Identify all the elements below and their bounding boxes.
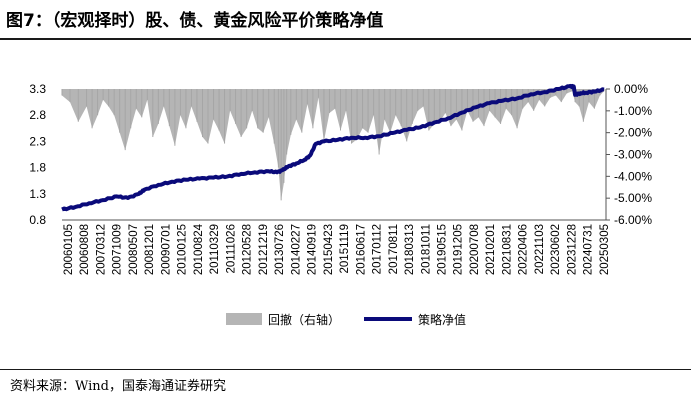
left-axis-tick-label: 2.8 — [29, 108, 46, 122]
figure-title: 图7：（宏观择时）股、债、黄金风险平价策略净值 — [6, 11, 384, 31]
drawdown-area-layer — [61, 89, 605, 201]
x-axis-tick-label: 20070312 — [95, 224, 107, 275]
nav-drawdown-chart: 0.8 1.3 1.8 2.3 2.8 3.3 0.00% -1.00% -2.00% -3.00… — [29, 82, 652, 327]
left-axis-tick-label: 3.3 — [29, 82, 46, 96]
x-axis-tick-label: 20170112 — [372, 224, 384, 274]
right-axis-tick-label: -2.00% — [614, 126, 652, 140]
legend-swatch-drawdown — [226, 313, 262, 325]
x-axis-tick-label: 20160617 — [355, 224, 367, 275]
x-axis-tick-label: 20121219 — [258, 224, 270, 275]
left-axis-tick-label: 2.3 — [29, 134, 46, 148]
right-axis-tick-label: -6.00% — [614, 213, 652, 227]
x-axis-tick-label: 20190515 — [436, 224, 448, 275]
axes-layer: 0.8 1.3 1.8 2.3 2.8 3.3 0.00% -1.00% -2.00% -3.00… — [29, 82, 652, 275]
legend-label-nav: 策略净值 — [418, 312, 466, 327]
source-divider — [0, 369, 691, 370]
x-axis-tick-label: 20210201 — [485, 224, 497, 275]
left-axis-tick-label: 0.8 — [29, 213, 46, 227]
x-axis-tick-label: 20151119 — [339, 224, 351, 273]
left-axis-tick-label: 1.8 — [29, 161, 46, 175]
x-axis-tick-label: 20191205 — [453, 224, 465, 275]
x-axis-tick-label: 20231228 — [566, 224, 578, 275]
x-axis-tick-label: 20150423 — [323, 224, 335, 275]
right-axis-tick-label: -4.00% — [614, 169, 652, 183]
x-axis-tick-label: 20220406 — [518, 224, 530, 275]
x-axis-tick-label: 20140919 — [307, 224, 319, 275]
x-axis-tick-label: 20130726 — [274, 224, 286, 275]
x-axis-tick-label: 20230602 — [550, 224, 562, 275]
x-axis-tick-label: 20111026 — [225, 224, 237, 273]
chart-legend: 回撤（右轴） 策略净值 — [226, 312, 466, 327]
right-axis-tick-label: -5.00% — [614, 191, 652, 205]
x-axis-tick-label: 20100824 — [193, 223, 205, 275]
x-axis-tick-label: 20240731 — [583, 224, 595, 275]
x-axis-tick-label: 20170811 — [388, 224, 400, 274]
x-axis-tick-label: 20071009 — [112, 224, 124, 275]
x-axis-tick-label: 20090701 — [160, 224, 172, 275]
left-axis-tick-label: 1.3 — [29, 187, 46, 201]
x-axis-tick-label: 20060808 — [79, 224, 91, 275]
x-axis-tick-label: 20110329 — [209, 224, 221, 274]
right-axis-tick-label: -3.00% — [614, 148, 652, 162]
x-axis-tick-label: 20080507 — [128, 224, 140, 275]
x-axis-tick-label: 20180313 — [404, 224, 416, 275]
x-axis-tick-label: 20100125 — [177, 224, 189, 275]
source-note: 资料来源：Wind，国泰海通证券研究 — [10, 379, 226, 394]
title-divider — [0, 38, 691, 40]
x-axis-tick-label: 20250305 — [599, 224, 611, 275]
nav-line — [61, 83, 605, 212]
x-axis-tick-label: 20221103 — [534, 224, 546, 274]
x-axis-tick-label: 20081201 — [144, 224, 156, 275]
drawdown-area — [62, 89, 605, 201]
legend-label-drawdown: 回撤（右轴） — [268, 312, 340, 327]
right-axis-tick-label: 0.00% — [614, 82, 648, 96]
x-axis-tick-label: 20200708 — [469, 224, 481, 275]
nav-line-layer — [61, 83, 605, 212]
x-axis-tick-label: 20210831 — [501, 224, 513, 275]
x-axis-tick-label: 20060105 — [63, 224, 75, 275]
chart-container: 0.8 1.3 1.8 2.3 2.8 3.3 0.00% -1.00% -2.00% -3.00… — [0, 40, 691, 370]
x-axis-tick-label: 20181011 — [420, 224, 432, 274]
right-axis-tick-label: -1.00% — [614, 104, 652, 118]
x-axis-tick-label: 20120528 — [242, 224, 254, 275]
x-axis-tick-label: 20140227 — [290, 224, 302, 275]
